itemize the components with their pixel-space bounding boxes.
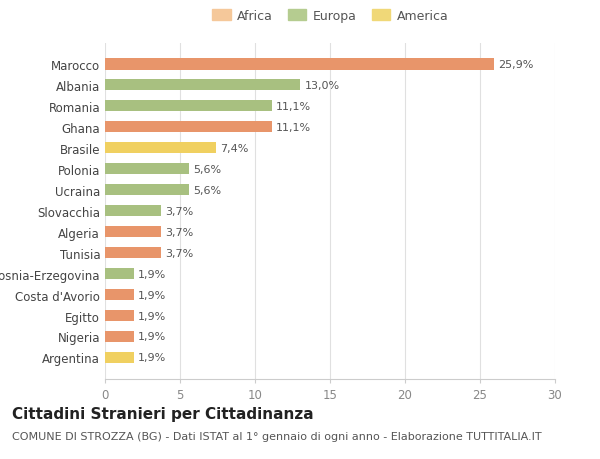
Text: Cittadini Stranieri per Cittadinanza: Cittadini Stranieri per Cittadinanza [12,406,314,421]
Text: COMUNE DI STROZZA (BG) - Dati ISTAT al 1° gennaio di ogni anno - Elaborazione TU: COMUNE DI STROZZA (BG) - Dati ISTAT al 1… [12,431,542,442]
Legend: Africa, Europa, America: Africa, Europa, America [208,6,452,27]
Bar [105,205,161,217]
Text: 5,6%: 5,6% [193,185,221,195]
Bar [105,122,271,133]
Text: 13,0%: 13,0% [305,80,340,90]
Bar [105,331,133,342]
Bar [105,143,216,154]
Text: 1,9%: 1,9% [138,332,166,342]
Text: 1,9%: 1,9% [138,290,166,300]
Text: 11,1%: 11,1% [276,123,311,132]
Text: 25,9%: 25,9% [498,60,533,70]
Bar [105,226,161,238]
Text: 5,6%: 5,6% [193,164,221,174]
Bar [105,101,271,112]
Text: 1,9%: 1,9% [138,353,166,363]
Text: 3,7%: 3,7% [165,227,193,237]
Text: 11,1%: 11,1% [276,101,311,112]
Bar [105,310,133,322]
Text: 3,7%: 3,7% [165,206,193,216]
Text: 7,4%: 7,4% [221,143,249,153]
Text: 1,9%: 1,9% [138,311,166,321]
Bar [105,80,300,91]
Bar [105,268,133,280]
Bar [105,163,189,175]
Bar [105,352,133,364]
Bar [105,185,189,196]
Bar [105,289,133,301]
Bar [105,59,493,70]
Text: 1,9%: 1,9% [138,269,166,279]
Text: 3,7%: 3,7% [165,248,193,258]
Bar [105,247,161,259]
